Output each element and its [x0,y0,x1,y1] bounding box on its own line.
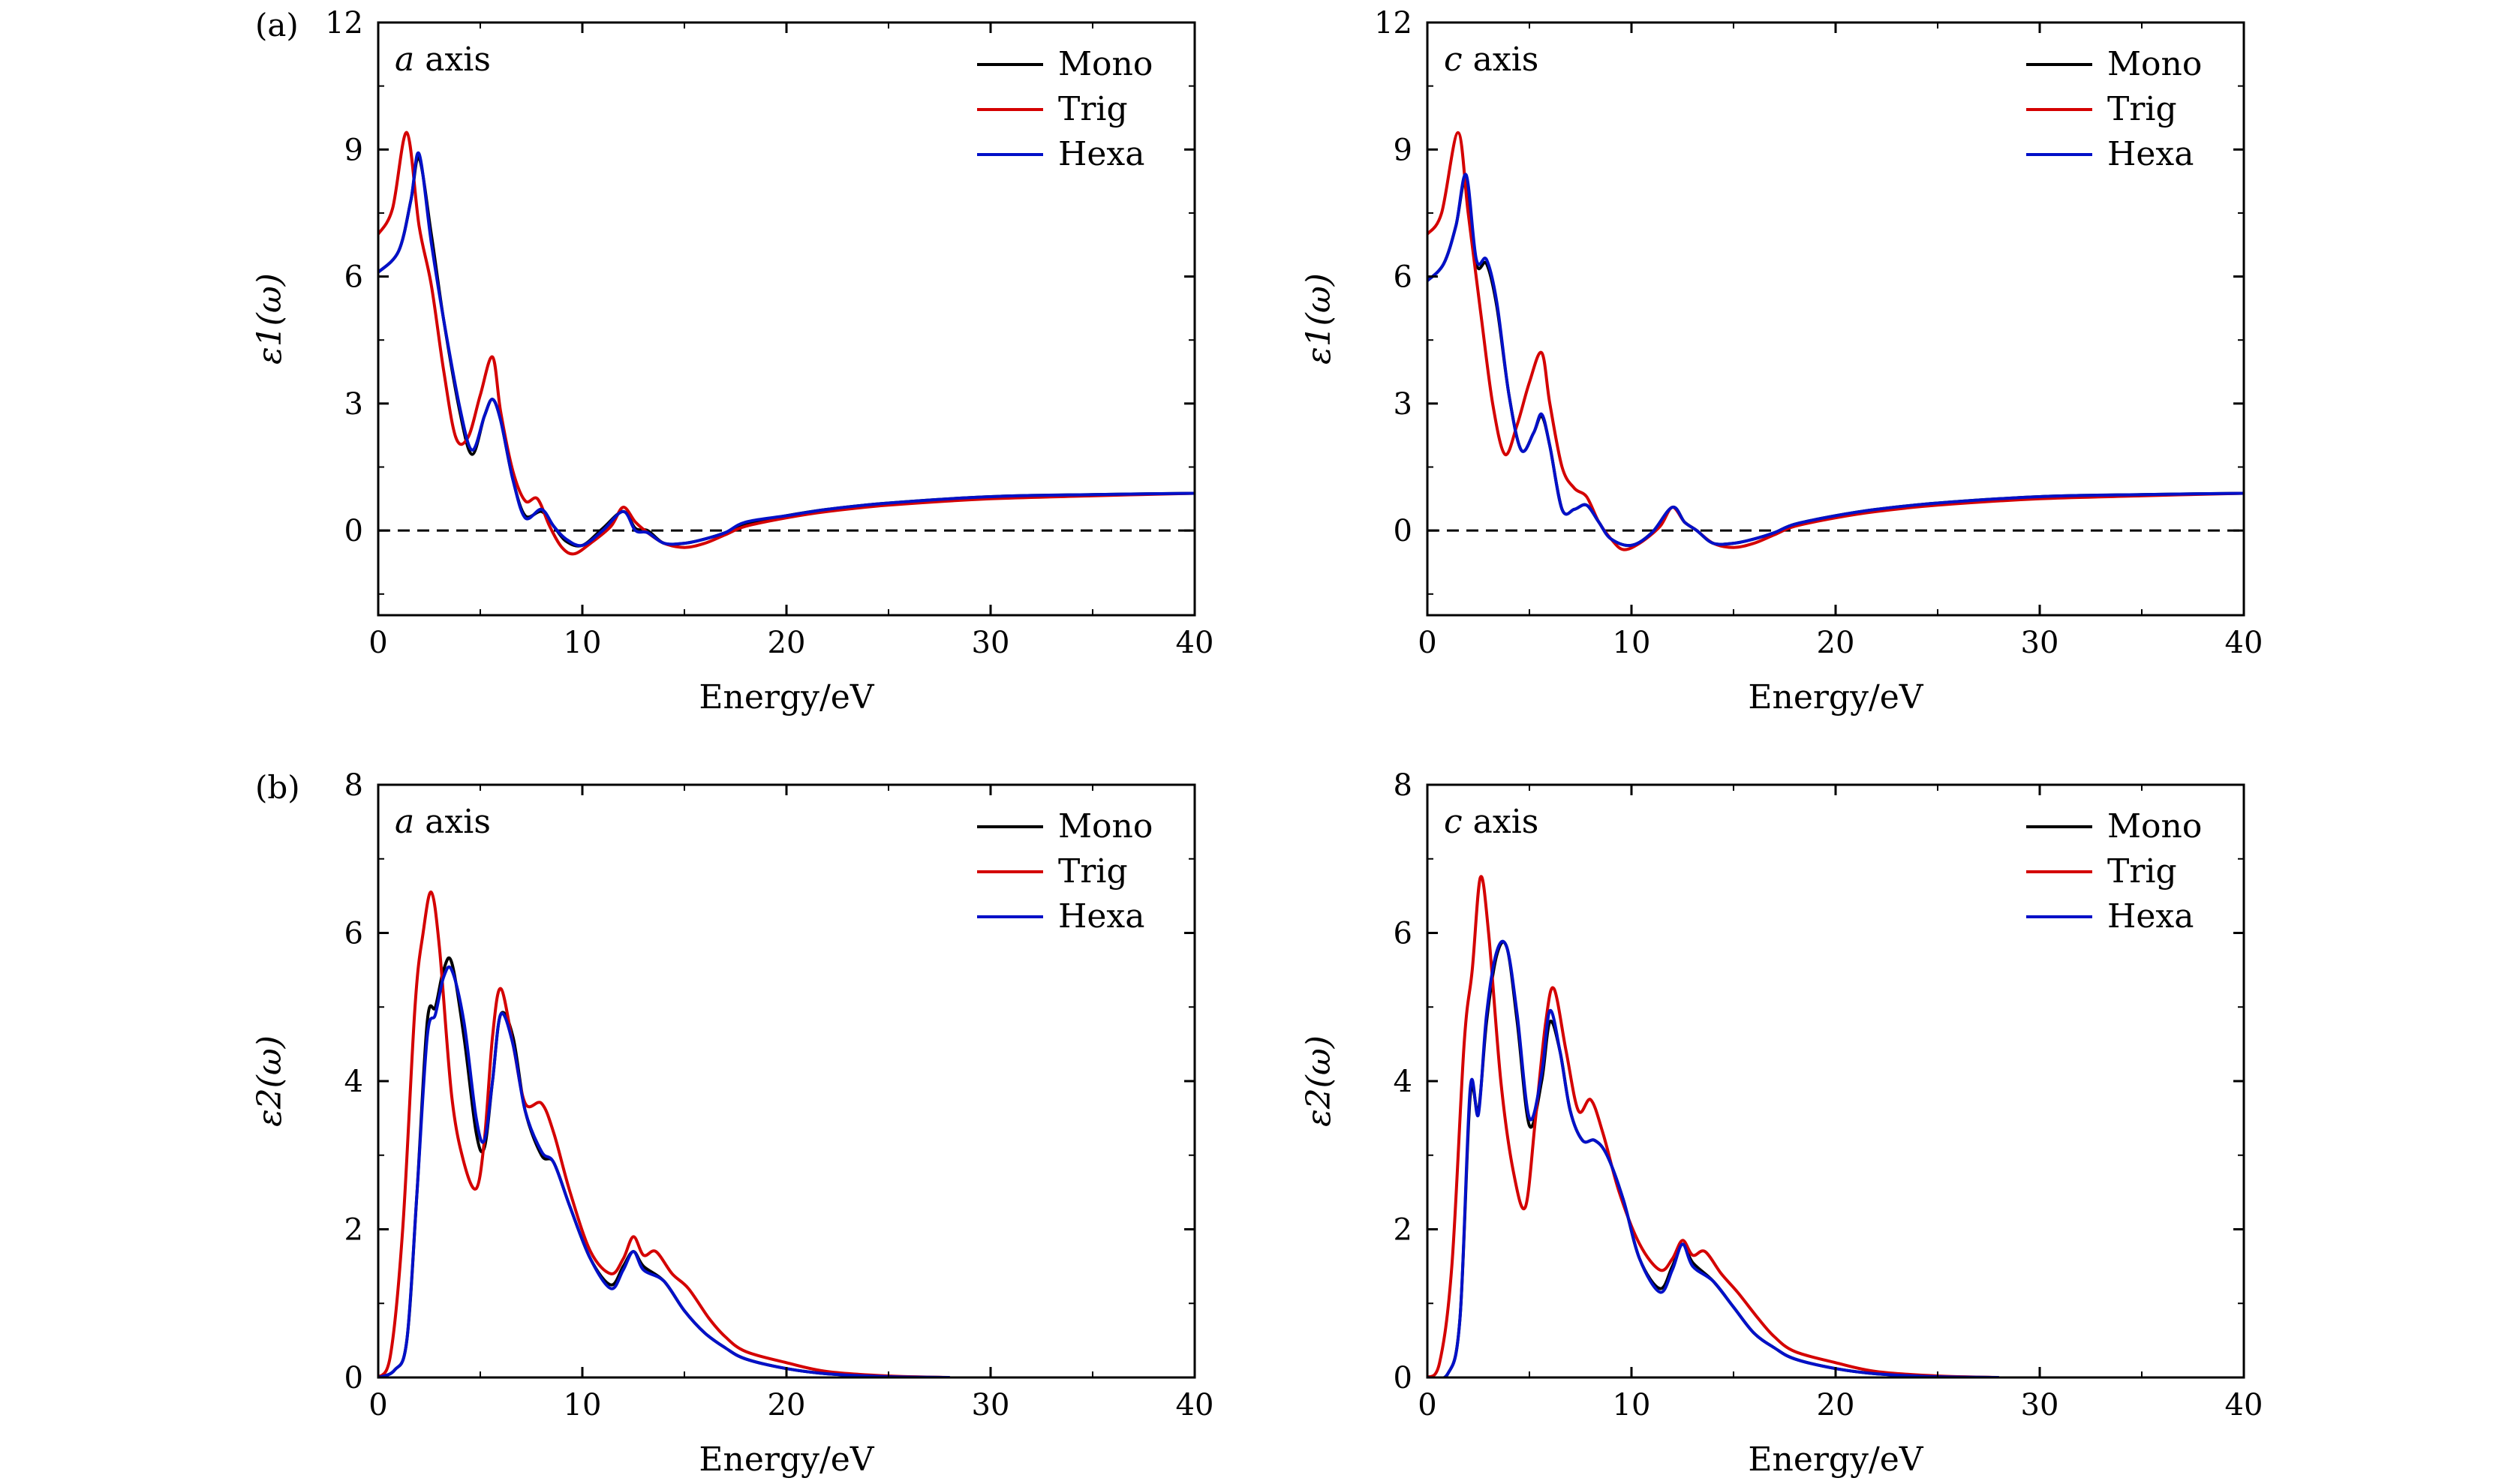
legend-label-hexa: Hexa [1058,897,1144,936]
y-tick-label: 6 [1394,917,1412,951]
x-tick-label: 40 [2225,1388,2263,1422]
x-tick-label: 30 [2021,626,2059,660]
y-tick-label: 8 [1394,768,1412,803]
x-tick-label: 0 [368,1388,387,1422]
y-axis-title: ε1(ω) [1300,273,1338,365]
y-tick-label: 3 [1394,387,1412,422]
x-tick-label: 10 [1613,626,1651,660]
y-tick-label: 0 [344,514,363,548]
x-tick-label: 10 [564,1388,602,1422]
y-tick-label: 2 [1394,1213,1412,1248]
x-tick-label: 10 [564,626,602,660]
y-tick-label: 9 [1394,133,1412,167]
y-tick-label: 2 [344,1213,363,1248]
y-tick-label: 6 [344,917,363,951]
y-tick-label: 0 [1394,514,1412,548]
caption-axis-letter: c [1444,41,1463,79]
caption-axis-letter: c [1444,803,1463,841]
caption-axis-letter: a [395,803,414,841]
x-axis-title: Energy/eV [1748,678,1923,716]
series-line-mono [1427,176,2244,548]
legend-label-hexa: Hexa [1058,135,1144,173]
legend-label-mono: Mono [2107,45,2202,83]
x-tick-label: 30 [2021,1388,2059,1422]
series-line-mono [378,155,1195,548]
chart-panel-1: 0 10 20 30 40 0 3 6 9 12 Energy/eV ε1(ω) a axis Mono T… [251,6,1213,716]
legend-label-trig: Trig [2107,90,2177,128]
caption-rest: axis [1463,41,1539,79]
y-axis-title: ε2(ω) [1300,1035,1338,1127]
legend-label-hexa: Hexa [2107,897,2194,936]
series-line-trig [378,131,1195,556]
series-line-trig [1427,875,1999,1377]
chart-panel-4: 0 10 20 30 40 0 2 4 6 8 Energy/eV ε2(ω) c axis Mono Tr… [1300,768,2263,1479]
x-axis-title: Energy/eV [1748,1440,1923,1479]
y-tick-label: 8 [344,768,363,803]
series-line-hexa [378,965,950,1377]
caption-rest: axis [414,41,491,79]
y-tick-label: 3 [344,387,363,422]
x-tick-label: 0 [368,626,387,660]
y-tick-label: 6 [344,260,363,295]
figure-label-b: (b) [255,769,300,806]
y-tick-label: 0 [344,1361,363,1395]
legend-label-mono: Mono [2107,807,2202,846]
panel-caption: a axis [395,41,491,79]
legend-label-hexa: Hexa [2107,135,2194,173]
x-tick-label: 20 [1817,626,1855,660]
panel-caption: c axis [1444,41,1538,79]
caption-rest: axis [1463,803,1539,841]
panel-caption: a axis [395,803,491,841]
chart-panel-3: 0 10 20 30 40 0 2 4 6 8 Energy/eV ε2(ω) a axis Mono Tr… [251,768,1213,1479]
legend-label-trig: Trig [1058,852,1128,891]
series-line-hexa [1427,173,2244,548]
x-tick-label: 20 [1817,1388,1855,1422]
y-tick-label: 4 [1394,1065,1412,1099]
x-tick-label: 20 [768,1388,806,1422]
x-axis-title: Energy/eV [699,1440,874,1479]
x-tick-label: 10 [1613,1388,1651,1422]
y-tick-label: 4 [344,1065,363,1099]
x-tick-label: 0 [1418,626,1436,660]
series-line-hexa [1427,939,1999,1377]
y-tick-label: 6 [1394,260,1412,295]
legend-label-trig: Trig [2107,852,2177,891]
x-tick-label: 30 [972,626,1010,660]
caption-rest: axis [414,803,491,841]
series-line-hexa [378,151,1195,548]
x-tick-label: 20 [768,626,806,660]
y-tick-label: 9 [344,133,363,167]
series-line-trig [378,891,950,1377]
y-axis-title: ε1(ω) [251,273,289,365]
x-tick-label: 40 [1176,626,1214,660]
y-tick-label: 0 [1394,1361,1412,1395]
panel-caption: c axis [1444,803,1538,841]
legend-label-mono: Mono [1058,45,1153,83]
x-axis-title: Energy/eV [699,678,874,716]
chart-panel-2: 0 10 20 30 40 0 3 6 9 12 Energy/eV ε1(ω) c axis Mono T… [1300,6,2263,716]
x-tick-label: 40 [1176,1388,1214,1422]
figure-label-a: (a) [255,7,299,44]
x-tick-label: 40 [2225,626,2263,660]
caption-axis-letter: a [395,41,414,79]
legend-label-mono: Mono [1058,807,1153,846]
y-axis-title: ε2(ω) [251,1035,289,1127]
legend-label-trig: Trig [1058,90,1128,128]
series-line-trig [1427,131,2244,551]
x-tick-label: 30 [972,1388,1010,1422]
x-tick-label: 0 [1418,1388,1436,1422]
series-line-mono [1427,940,1999,1377]
y-tick-label: 12 [1374,6,1412,41]
y-tick-label: 12 [325,6,363,41]
